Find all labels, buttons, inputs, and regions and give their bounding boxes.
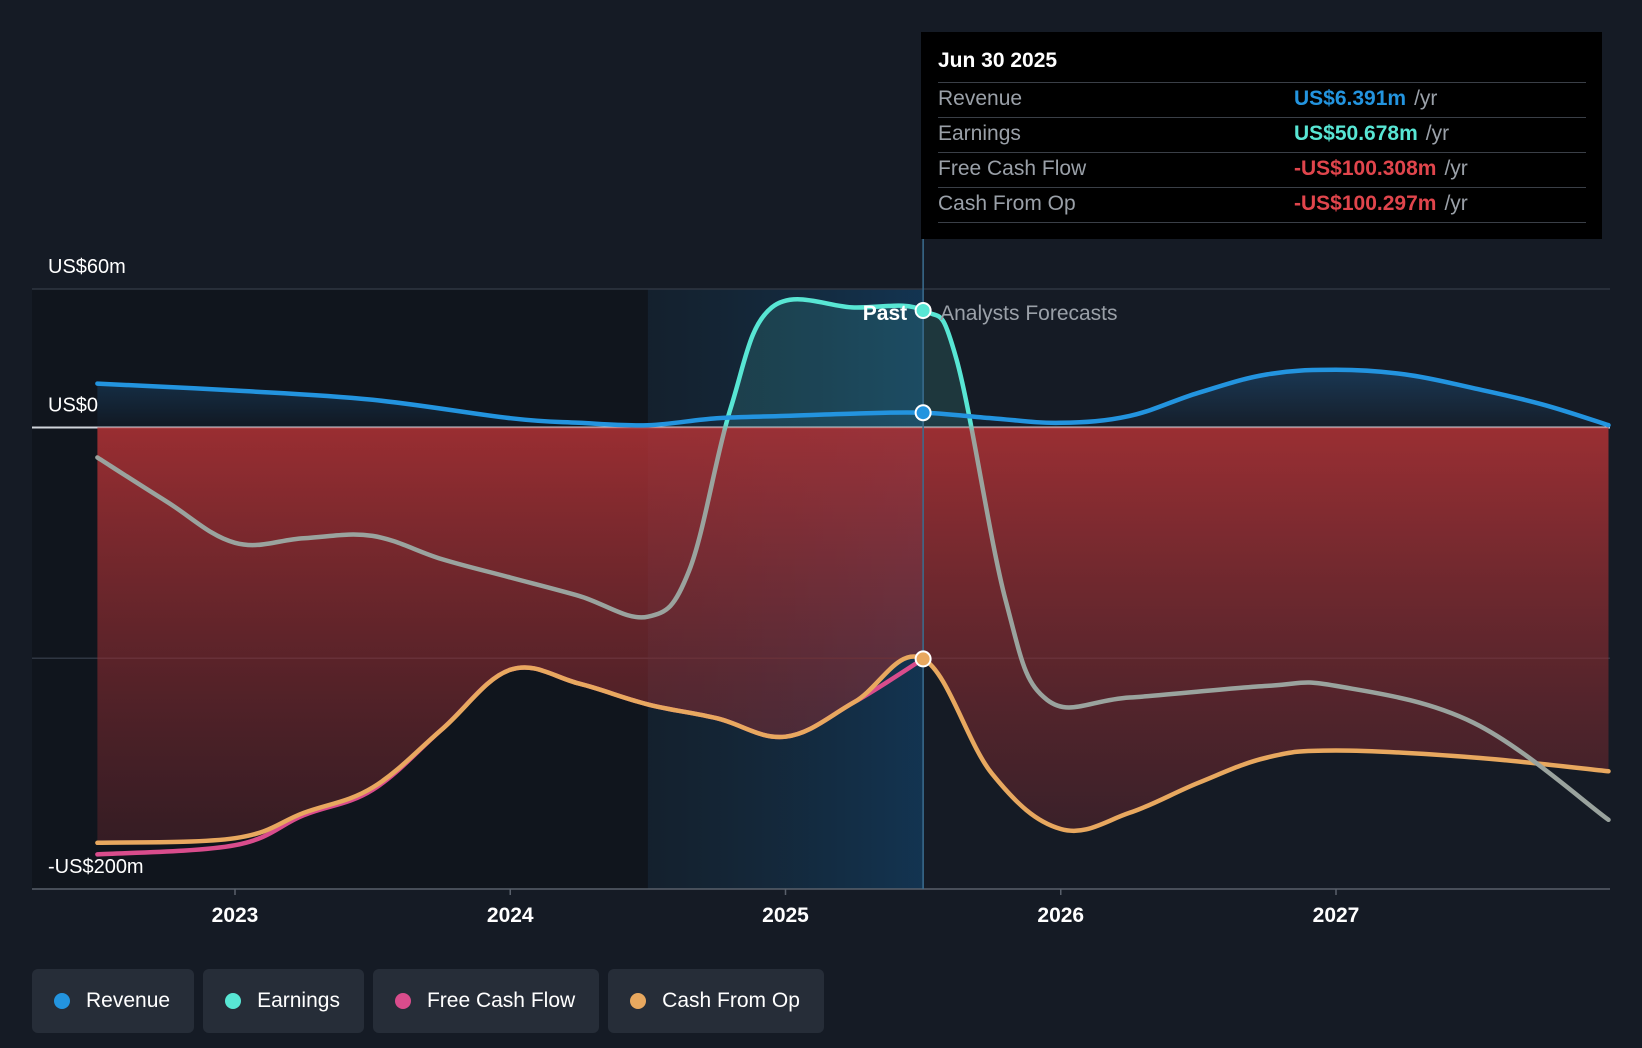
hover-tooltip: Jun 30 2025 Revenue US$6.391m /yr Earnin… <box>921 32 1602 239</box>
cash-from-op-area <box>97 427 1609 843</box>
legend-item-earnings[interactable]: Earnings <box>203 969 364 1033</box>
legend-item-revenue[interactable]: Revenue <box>32 969 195 1033</box>
legend-dot-icon <box>394 993 411 1009</box>
legend-label: Earnings <box>257 989 340 1012</box>
legend: Revenue Earnings Free Cash Flow Cash Fro… <box>32 969 833 1033</box>
earnings-marker <box>914 302 932 320</box>
tooltip-value: US$6.391m <box>1294 87 1407 110</box>
tooltip-unit: /yr <box>1425 122 1450 145</box>
x-tick-label: 2027 <box>1313 904 1360 927</box>
tooltip-row-free-cash-flow: Free Cash Flow -US$100.308m /yr <box>938 152 1586 187</box>
x-tick-label: 2025 <box>762 904 809 927</box>
tooltip-value: -US$100.297m <box>1294 192 1437 215</box>
tooltip-value: -US$100.308m <box>1294 157 1437 180</box>
legend-label: Cash From Op <box>662 989 800 1012</box>
legend-dot-icon <box>54 993 70 1009</box>
legend-dot-icon <box>225 993 242 1009</box>
x-tick-label: 2024 <box>487 904 534 927</box>
past-label: Past <box>863 302 907 325</box>
y-axis-label-top: US$60m <box>48 256 126 278</box>
tooltip-row-earnings: Earnings US$50.678m /yr <box>938 117 1586 152</box>
tooltip-label: Free Cash Flow <box>938 157 1087 180</box>
legend-dot-icon <box>630 993 647 1009</box>
earnings-area <box>725 299 972 428</box>
tooltip-row-cash-from-op: Cash From Op -US$100.297m /yr <box>938 187 1586 223</box>
legend-item-free-cash-flow[interactable]: Free Cash Flow <box>372 969 600 1033</box>
y-axis-label-zero: US$0 <box>48 394 98 416</box>
tooltip-row-revenue: Revenue US$6.391m /yr <box>938 82 1586 117</box>
tooltip-date: Jun 30 2025 <box>938 49 1058 72</box>
x-tick-label: 2023 <box>212 904 259 927</box>
forecast-label: Analysts Forecasts <box>940 302 1117 325</box>
revenue-marker <box>914 404 932 422</box>
tooltip-label: Earnings <box>938 122 1021 145</box>
tooltip-unit: /yr <box>1444 192 1468 215</box>
tooltip-label: Cash From Op <box>938 192 1076 215</box>
cash-from-op-line <box>95 654 1611 846</box>
legend-item-cash-from-op[interactable]: Cash From Op <box>608 969 824 1033</box>
earnings-line <box>95 297 1611 823</box>
tooltip-value: US$50.678m <box>1294 122 1418 145</box>
legend-label: Free Cash Flow <box>426 989 576 1012</box>
y-axis-label-bottom: -US$200m <box>48 856 144 878</box>
x-tick-label: 2026 <box>1037 904 1084 927</box>
cash-from-op-marker <box>914 650 932 668</box>
tooltip-unit: /yr <box>1444 157 1468 180</box>
legend-label: Revenue <box>86 989 171 1012</box>
tooltip-label: Revenue <box>938 87 1023 110</box>
tooltip-unit: /yr <box>1414 87 1438 110</box>
